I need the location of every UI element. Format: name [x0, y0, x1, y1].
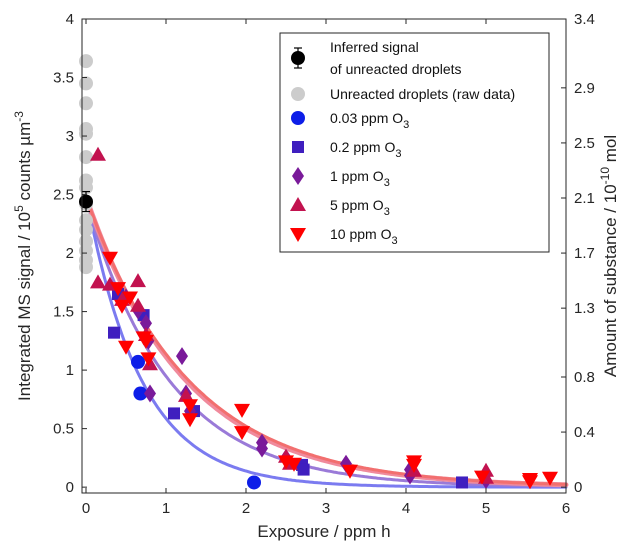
legend-marker-circle	[291, 111, 305, 125]
y-tick-label: 3.5	[53, 70, 74, 87]
legend-label: 1 ppm O3	[330, 168, 390, 189]
legend-marker-errorbar	[291, 47, 305, 69]
x-tick-label: 1	[162, 500, 170, 517]
data-point-circle	[79, 126, 93, 141]
legend-marker-circle	[291, 87, 305, 101]
right-tick-label: 1.3	[574, 300, 595, 317]
y-tick-label: 0	[66, 479, 74, 496]
data-point-square	[168, 407, 180, 420]
y-tick-label: 4	[66, 11, 74, 28]
data-point-triangle-up	[90, 274, 106, 289]
data-point-triangle-down	[102, 251, 118, 266]
legend-label: 0.2 ppm O3	[330, 139, 402, 160]
data-point-triangle-up	[130, 297, 146, 312]
right-tick-label: 1.7	[574, 245, 595, 262]
data-point-triangle-down	[122, 291, 138, 306]
right-tick-label: 0	[574, 479, 582, 496]
data-point-triangle-up	[178, 387, 194, 402]
data-point-triangle-down	[286, 457, 302, 472]
legend: Inferred signal of unreacted droplets Unre…	[279, 32, 550, 253]
x-tick-label: 0	[82, 500, 90, 517]
data-point-square	[297, 463, 310, 476]
legend-subscript: 3	[395, 148, 401, 160]
data-point-circle	[79, 260, 93, 275]
legend-subscript: 3	[384, 206, 390, 218]
legend-subscript: 3	[403, 119, 409, 131]
data-point-square	[456, 476, 468, 489]
right-tick-label: 0.4	[574, 424, 595, 441]
legend-marker-diamond	[292, 167, 304, 185]
legend-marker-triangle-up	[290, 197, 306, 211]
x-tick-label: 5	[482, 500, 490, 517]
data-point-circle	[79, 54, 93, 69]
right-tick-label: 2.5	[574, 135, 595, 152]
data-point-diamond	[140, 314, 152, 333]
errorbar-point	[79, 194, 93, 209]
axis-layer: 0 1 2 3 4 5 600.511.522.533.5400.40.81.31.72.1…	[53, 11, 595, 517]
x-axis-label: Exposure / ppm h	[257, 522, 390, 541]
data-point-circle	[79, 150, 93, 165]
legend-marker-triangle-down	[290, 228, 306, 242]
y-axis-label-left: Integrated MS signal / 105 counts µm-3	[12, 111, 34, 401]
data-point-triangle-down	[474, 470, 490, 485]
y-tick-label: 3	[66, 128, 74, 145]
data-point-triangle-down	[522, 472, 538, 487]
y-tick-label: 1	[66, 362, 74, 379]
data-point-circle	[131, 354, 145, 369]
right-tick-label: 0.8	[574, 369, 595, 386]
legend-label: Inferred signal	[330, 39, 419, 55]
legend-label-line2: of unreacted droplets	[330, 61, 462, 77]
data-point-triangle-down	[234, 403, 250, 418]
legend-subscript: 3	[391, 235, 397, 247]
plot-frame	[81, 18, 567, 494]
y-tick-label: 0.5	[53, 421, 74, 438]
data-point-triangle-down	[342, 464, 358, 479]
legend-label: 0.03 ppm O3	[330, 110, 409, 131]
y-tick-label: 2	[66, 245, 74, 262]
right-tick-label: 2.1	[574, 190, 595, 207]
data-point-circle	[133, 386, 148, 401]
y-tick-label: 1.5	[53, 304, 74, 321]
legend-marker-square	[292, 141, 304, 153]
legend-label: Unreacted droplets (raw data)	[330, 86, 515, 102]
x-tick-label: 4	[402, 500, 410, 517]
data-point-circle	[247, 475, 261, 490]
data-point-triangle-down	[110, 282, 126, 297]
data-point-triangle-down	[234, 426, 250, 441]
y-tick-label: 2.5	[53, 187, 74, 204]
x-tick-label: 2	[242, 500, 250, 517]
data-point-diamond	[256, 439, 268, 458]
data-point-diamond	[144, 384, 156, 403]
data-point-triangle-up	[90, 146, 106, 161]
data-point-triangle-down	[138, 334, 154, 349]
errorbar-point	[291, 51, 305, 65]
y-axis-label-right: Amount of substance / 10-10 mol	[598, 135, 620, 377]
data-point-triangle-down	[182, 399, 198, 414]
data-point-triangle-down	[118, 340, 134, 355]
data-point-circle	[79, 96, 93, 111]
data-point-circle	[79, 76, 93, 91]
data-point-diamond	[176, 347, 188, 366]
legend-label: 5 ppm O3	[330, 197, 390, 218]
x-tick-label: 6	[562, 500, 570, 517]
right-tick-label: 2.9	[574, 80, 595, 97]
legend-label: 10 ppm O3	[330, 226, 398, 247]
data-point-triangle-down	[406, 455, 422, 470]
right-tick-label: 3.4	[574, 11, 595, 28]
data-point-square	[108, 326, 120, 339]
data-point-triangle-up	[130, 273, 146, 288]
legend-box	[279, 32, 550, 253]
data-point-triangle-down	[114, 299, 130, 314]
data-point-triangle-down	[542, 471, 558, 486]
data-point-triangle-down	[140, 352, 157, 367]
x-tick-label: 3	[322, 500, 330, 517]
data-point-triangle-down	[182, 413, 198, 428]
legend-subscript: 3	[384, 177, 390, 189]
